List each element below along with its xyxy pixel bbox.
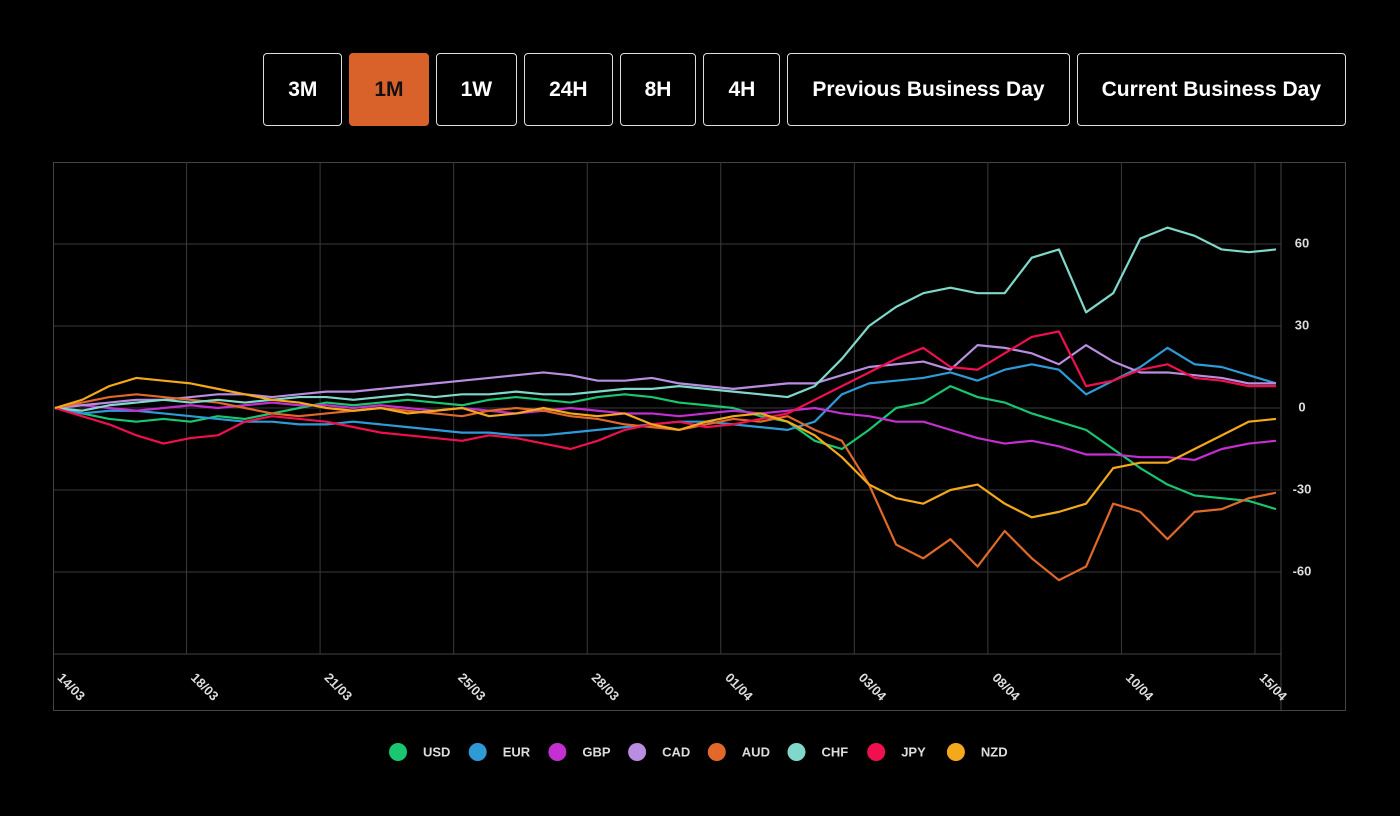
range-button[interactable]: 8H xyxy=(619,53,697,126)
legend-label: USD xyxy=(423,744,450,759)
range-button[interactable]: 1W xyxy=(435,53,518,126)
x-tick-label: 15/04 xyxy=(1256,670,1290,704)
range-buttons: 3M 1M 1W 24H 8H 4H Previous Business Day Curren… xyxy=(263,53,1346,126)
range-button[interactable]: 24H xyxy=(524,53,613,126)
x-tick-label: 03/04 xyxy=(856,670,890,704)
legend-swatch xyxy=(867,743,886,761)
legend-swatch xyxy=(628,743,647,761)
series-line xyxy=(54,376,1277,519)
legend-label: AUD xyxy=(742,744,770,759)
legend-label: JPY xyxy=(901,744,926,759)
legend-label: EUR xyxy=(503,744,531,759)
y-tick-label: 0 xyxy=(1298,399,1305,414)
x-tick-label: 10/04 xyxy=(1123,670,1157,704)
x-tick-label: 08/04 xyxy=(989,670,1023,704)
legend-swatch xyxy=(468,743,487,761)
legend-label: GBP xyxy=(582,744,611,759)
range-button[interactable]: Current Business Day xyxy=(1076,53,1346,126)
legend-label: CHF xyxy=(822,744,849,759)
series-line xyxy=(54,401,1277,462)
range-button[interactable]: 4H xyxy=(703,53,781,126)
y-tick-label: -30 xyxy=(1293,481,1312,496)
legend-label: CAD xyxy=(662,744,690,759)
series-line xyxy=(54,393,1277,582)
series-line xyxy=(54,385,1277,511)
y-tick-label: -60 xyxy=(1293,563,1312,578)
x-tick-label: 25/03 xyxy=(455,670,489,704)
x-tick-label: 18/03 xyxy=(188,670,222,704)
range-button[interactable]: 1M xyxy=(349,53,429,126)
x-tick-label: 21/03 xyxy=(322,670,356,704)
range-button[interactable]: Previous Business Day xyxy=(787,53,1070,126)
legend-label: NZD xyxy=(981,744,1008,759)
x-tick-label: 28/03 xyxy=(589,670,623,704)
chart-frame xyxy=(53,162,1346,711)
legend-swatch xyxy=(707,743,726,761)
legend-swatch xyxy=(389,743,407,761)
y-tick-label: 30 xyxy=(1295,317,1309,332)
series-line xyxy=(54,330,1276,451)
x-tick-label: 14/03 xyxy=(54,670,88,704)
series-line xyxy=(54,344,1276,410)
series-line xyxy=(54,226,1277,412)
legend-swatch xyxy=(946,743,965,761)
x-tick-label: 01/04 xyxy=(722,670,756,704)
range-button[interactable]: 3M xyxy=(263,53,343,126)
y-tick-label: 60 xyxy=(1295,235,1309,250)
legend-swatch xyxy=(548,743,567,761)
legend-swatch xyxy=(787,743,806,761)
